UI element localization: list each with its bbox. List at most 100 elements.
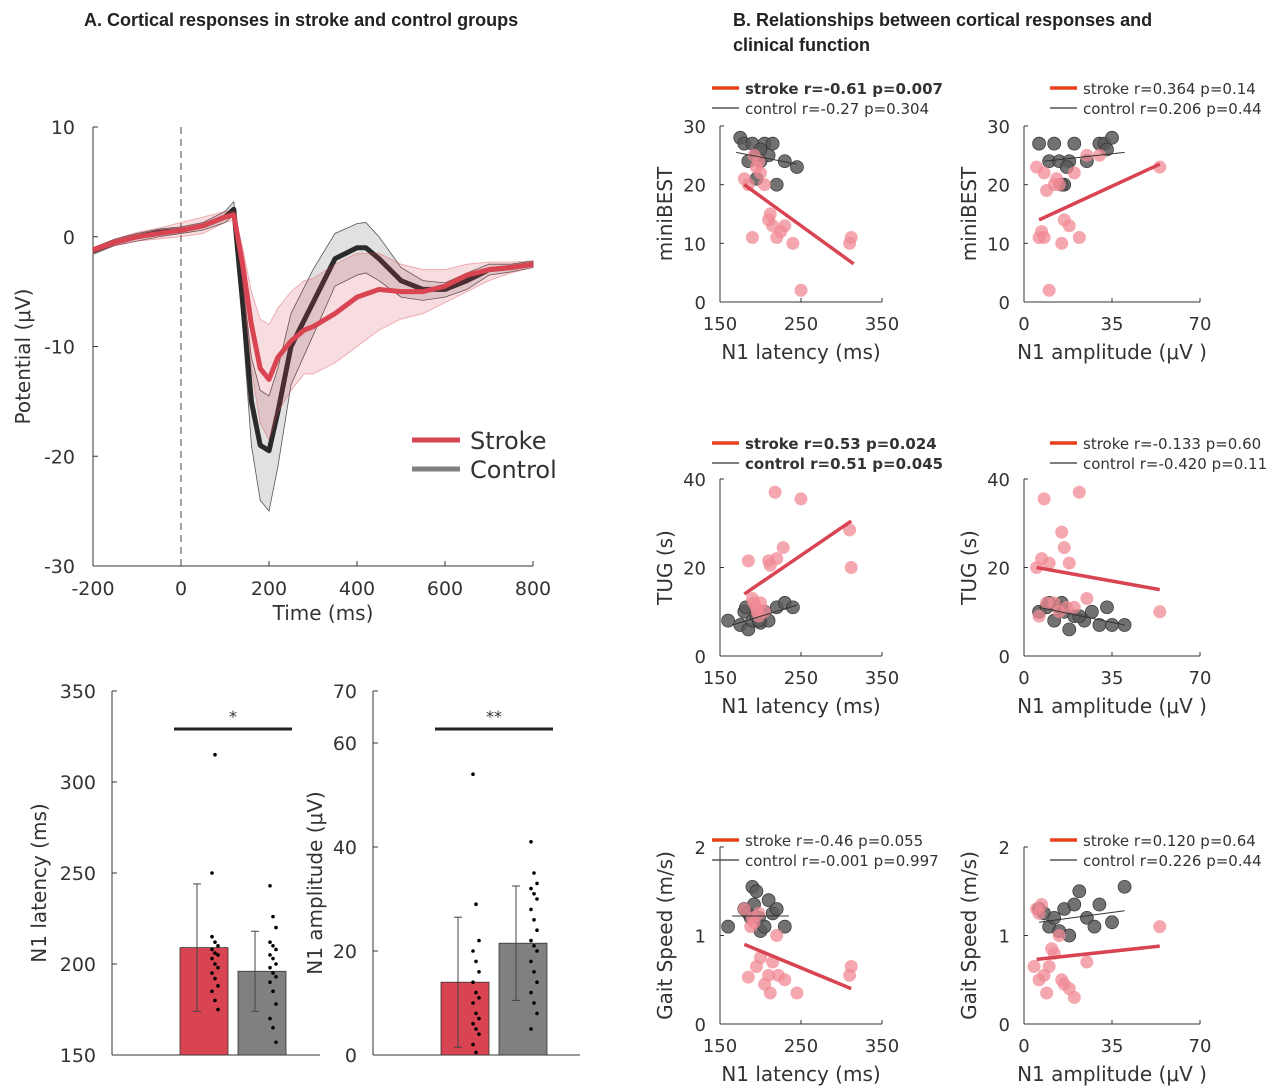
s_lat_tug-stroke-point (794, 492, 808, 506)
amplitude_bar-datapoint (532, 1001, 536, 1005)
s_amp_tug-control-point (1100, 600, 1114, 615)
s_amp_tug-stroke-point (1062, 556, 1076, 570)
erp-x-axis-label: Time (ms) (272, 601, 374, 625)
s_lat_mb-stroke-point (844, 230, 858, 244)
amplitude_bar-datapoint (529, 938, 533, 943)
s_amp_mb-control-point (1067, 136, 1082, 151)
s_amp_mb-stroke-point (1067, 166, 1081, 180)
latency_bar-datapoint (213, 962, 217, 966)
s_amp_tug-stroke-point (1037, 492, 1051, 506)
erp-y-tick-label: -30 (44, 556, 75, 578)
s_amp_mb-legend-label-stroke: stroke r=0.364 p=0.14 (1083, 80, 1256, 98)
amplitude_bar-y-tick-label: 70 (333, 681, 357, 703)
s_lat_gait-x-axis-label: N1 latency (ms) (721, 1062, 880, 1086)
s_lat_tug-stroke-fit-line (743, 519, 853, 596)
s_amp_gait-control-point (1047, 910, 1062, 925)
s_amp_mb-stroke-point (1072, 230, 1086, 244)
erp-x-tick-label: 0 (175, 578, 187, 600)
s_amp_gait-stroke-point (1080, 955, 1094, 969)
s_amp_gait-x-tick-label: 70 (1189, 1036, 1212, 1057)
s_lat_gait-stroke-fit-line (743, 942, 852, 991)
s_lat_mb-x-tick-label: 150 (703, 314, 737, 335)
s_amp_mb-stroke-point (1080, 148, 1094, 162)
s_amp_mb-y-tick-label: 20 (987, 176, 1010, 197)
latency_bar-y-tick-label: 300 (60, 772, 96, 794)
latency_bar-datapoint (210, 871, 214, 875)
s_amp_gait-control-fit-line (1039, 910, 1125, 923)
latency_bar-datapoint (213, 976, 217, 981)
latency_bar-y-tick-label: 250 (60, 863, 96, 885)
amplitude_bar-datapoint (535, 928, 539, 932)
s_amp_gait-x-tick-label: 0 (1018, 1036, 1029, 1057)
s_lat_tug-stroke-point (741, 554, 755, 568)
s_amp_gait-y-tick-label: 0 (999, 1015, 1010, 1036)
s_amp_mb-stroke-point (1037, 166, 1051, 180)
s_lat_tug-control-point (721, 613, 735, 628)
s_amp_mb-stroke-point (1055, 236, 1069, 250)
s_lat_tug-control-fit-line (732, 604, 798, 626)
panel-b-title-line1: B. Relationships between cortical respon… (733, 10, 1153, 30)
s_lat_tug-control-point (786, 600, 800, 615)
amplitude_bar-datapoint (471, 949, 475, 953)
s_lat_tug-legend-label-control: control r=0.51 p=0.045 (745, 455, 943, 473)
s_lat_gait-stroke-point (770, 929, 784, 942)
erp-line-stroke (92, 212, 534, 382)
amplitude_bar-datapoint (471, 1022, 475, 1026)
latency_bar-datapoint (274, 947, 278, 952)
amplitude_bar-datapoint (532, 892, 536, 896)
amplitude_bar-datapoint (532, 918, 536, 922)
s_lat_mb-stroke-point (794, 283, 808, 297)
amplitude_bar-significance-label: ** (486, 707, 502, 726)
amplitude_bar-datapoint (532, 871, 536, 875)
s_amp_gait-x-tick-label: 35 (1101, 1036, 1124, 1057)
amplitude_bar-datapoint (535, 949, 539, 953)
s_lat_mb-legend-label-control: control r=-0.27 p=0.304 (745, 100, 929, 118)
s_amp_gait-control-point (1117, 879, 1132, 894)
s_amp_gait-legend-label-control: control r=0.226 p=0.44 (1083, 852, 1262, 870)
s_amp_tug-legend-label-control: control r=-0.420 p=0.11 (1083, 455, 1267, 473)
amplitude_bar-y-tick-label: 0 (345, 1045, 357, 1067)
s_amp_gait-y-tick-label: 2 (999, 838, 1010, 859)
amplitude_bar-datapoint (474, 902, 478, 906)
latency_bar-datapoint (268, 1016, 272, 1021)
amplitude_bar-datapoint (529, 886, 533, 891)
s_amp_tug-stroke-point (1040, 596, 1054, 610)
s_amp_mb-legend-label-control: control r=0.206 p=0.44 (1083, 100, 1262, 118)
s_lat_mb-y-tick-label: 30 (683, 117, 706, 138)
s_amp_tug-stroke-point (1072, 485, 1086, 499)
s_amp_mb-stroke-point (1037, 230, 1051, 244)
s_amp_tug-stroke-point (1080, 591, 1094, 605)
s_amp_tug-legend-label-stroke: stroke r=-0.133 p=0.60 (1083, 435, 1261, 453)
s_lat_gait-x-tick-label: 250 (784, 1036, 818, 1057)
s_lat_mb-x-axis-label: N1 latency (ms) (721, 340, 880, 364)
s_lat_gait-control-point (749, 884, 764, 899)
s_lat_mb-stroke-point (763, 207, 777, 221)
amplitude_bar-datapoint (474, 959, 478, 964)
amplitude_bar-y-tick-label: 40 (333, 837, 357, 859)
panel-a-title: A. Cortical responses in stroke and cont… (84, 10, 519, 30)
s_lat_mb-stroke-point (754, 166, 767, 180)
s_lat_tug-stroke-point (843, 523, 857, 537)
s_lat_mb-stroke-fit-line (743, 183, 855, 266)
s_lat_mb-stroke-point (778, 219, 792, 233)
erp-x-tick-label: 600 (427, 578, 463, 600)
s_amp_gait-control-point (1092, 897, 1107, 912)
s_amp_mb-stroke-point (1062, 219, 1076, 233)
s_amp_gait-x-axis-label: N1 amplitude (μV ) (1017, 1062, 1207, 1086)
latency_bar-datapoint (271, 989, 275, 994)
s_amp_gait-stroke-point (1153, 920, 1167, 934)
s_lat_gait-x-tick-label: 350 (865, 1036, 899, 1057)
latency_bar-datapoint (213, 998, 217, 1003)
s_amp_tug-control-fit-line (1038, 606, 1125, 626)
latency_bar-datapoint (268, 883, 272, 888)
s_amp_mb-control-point (1105, 130, 1119, 145)
erp-y-tick-label: 0 (63, 227, 75, 249)
s_amp_mb-control-point (1047, 136, 1062, 151)
amplitude_bar-y-tick-label: 60 (333, 733, 357, 755)
latency_bar-datapoint (274, 925, 278, 930)
amplitude_bar-datapoint (477, 1016, 481, 1021)
amplitude_bar-datapoint (535, 1011, 539, 1016)
s_amp_gait-stroke-point (1027, 959, 1041, 973)
s_lat_mb-x-tick-label: 250 (784, 314, 818, 335)
latency_bar-bar-stroke (179, 947, 229, 1056)
